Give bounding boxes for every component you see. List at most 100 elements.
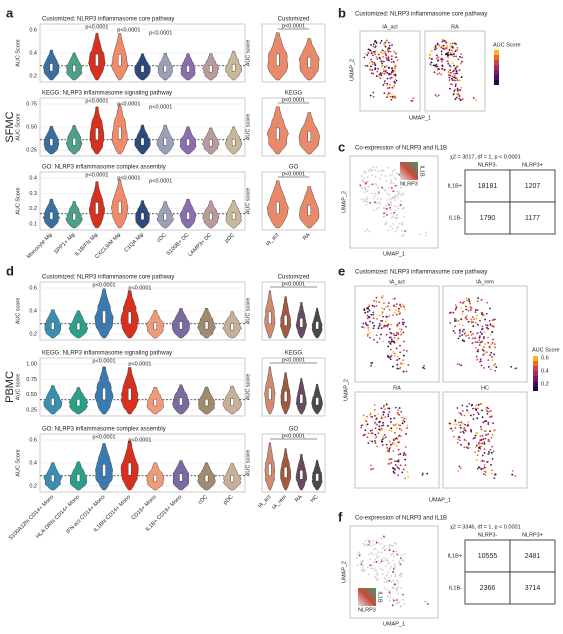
cell-dot <box>455 43 458 46</box>
cell-dot <box>436 43 439 46</box>
box <box>186 138 190 147</box>
cell-dot <box>392 314 394 317</box>
box <box>179 473 183 482</box>
cell-dot <box>371 564 373 567</box>
cell-dot <box>366 65 369 67</box>
cell-dot <box>476 358 479 361</box>
cell-dot <box>457 93 460 96</box>
cell-dot <box>463 300 465 303</box>
cell-dot <box>475 446 477 449</box>
cell-dot <box>395 56 397 59</box>
side-title: KEGG <box>285 351 303 357</box>
stat-text: χ2 = 3017, df = 1, p < 0.0001 <box>450 154 521 160</box>
cell-dot <box>494 369 497 372</box>
cell-dot <box>386 58 388 61</box>
cell-dot <box>393 334 396 337</box>
cell-dot <box>487 407 490 410</box>
cell-dot <box>378 314 381 317</box>
cell-dot <box>375 334 378 337</box>
cell-dot <box>444 53 447 56</box>
cell-dot <box>390 338 393 341</box>
cell-dot <box>392 571 395 573</box>
cell-dot <box>373 414 376 417</box>
cell-dot <box>490 451 493 454</box>
cell-dot <box>368 316 371 319</box>
cell-dot <box>488 319 491 322</box>
cell-dot <box>378 177 381 180</box>
cell-dot <box>368 331 371 334</box>
cell-dot <box>398 191 401 193</box>
box <box>315 397 319 406</box>
cell-dot <box>377 170 379 173</box>
cell-dot <box>378 428 381 431</box>
cell-dot <box>494 428 497 431</box>
cell-dot <box>380 333 382 336</box>
cell-dot <box>449 46 452 49</box>
cell-dot <box>373 548 375 551</box>
cell-dot <box>383 308 386 310</box>
cell-dot <box>451 75 454 78</box>
cell-dot <box>450 427 453 430</box>
row-header: IL1B+ <box>447 553 462 559</box>
cell-dot <box>401 303 404 306</box>
cell-dot <box>385 558 388 561</box>
box <box>299 394 304 404</box>
cell-dot <box>393 311 396 314</box>
cell-dot <box>374 442 377 444</box>
cell-dot <box>403 417 406 420</box>
cell-dot <box>455 55 458 58</box>
cell-dot <box>462 302 464 305</box>
cell-dot <box>454 42 456 45</box>
cell-dot <box>459 99 462 102</box>
cell-dot <box>369 564 372 567</box>
cell-dot <box>368 305 371 308</box>
cell-dot <box>468 300 471 303</box>
cell-dot <box>371 192 374 195</box>
cell-dot <box>358 551 361 554</box>
cell-dot <box>458 79 461 82</box>
cell-dot <box>381 169 384 172</box>
cell-dot <box>429 53 431 55</box>
cell-dot <box>481 416 484 419</box>
box <box>231 138 236 147</box>
cell-dot <box>396 190 398 193</box>
cell-dot <box>485 408 487 411</box>
cell-dot <box>376 579 379 582</box>
cell-dot <box>396 59 399 62</box>
cell-dot <box>380 551 383 554</box>
cell-dot <box>386 192 389 195</box>
cell-dot <box>461 98 464 100</box>
cell-dot <box>472 325 475 327</box>
cell-dot <box>402 359 405 362</box>
cell-dot <box>373 50 376 53</box>
cell-dot <box>402 354 405 357</box>
cell-dot <box>388 315 391 317</box>
cell-dot <box>464 429 467 432</box>
cell-dot <box>474 341 477 344</box>
cell-dot <box>490 343 492 346</box>
cell-dot <box>393 169 396 171</box>
cell-dot <box>394 583 396 586</box>
cell-dot <box>363 544 366 547</box>
p-value: p<0.0001 <box>282 97 305 103</box>
cell-dot <box>395 588 398 591</box>
cell-dot <box>425 231 427 234</box>
cell-dot <box>452 46 454 49</box>
box <box>95 54 99 67</box>
cell-dot <box>454 427 457 429</box>
axis-label: UMAP_1 <box>383 621 405 627</box>
cell-dot <box>492 422 494 425</box>
cell-dot <box>434 64 437 67</box>
cell-dot <box>391 44 393 46</box>
cell-dot <box>478 336 481 339</box>
cell-dot <box>377 541 380 544</box>
cell-dot <box>364 419 367 422</box>
cell-dot <box>488 440 491 443</box>
cell-dot <box>375 300 378 303</box>
cell-dot <box>392 559 395 562</box>
box <box>307 204 311 216</box>
cell-dot <box>403 215 406 218</box>
cell-dot <box>388 591 391 594</box>
y-tick-label: 0.2 <box>29 206 37 212</box>
cell-dot <box>476 314 478 317</box>
